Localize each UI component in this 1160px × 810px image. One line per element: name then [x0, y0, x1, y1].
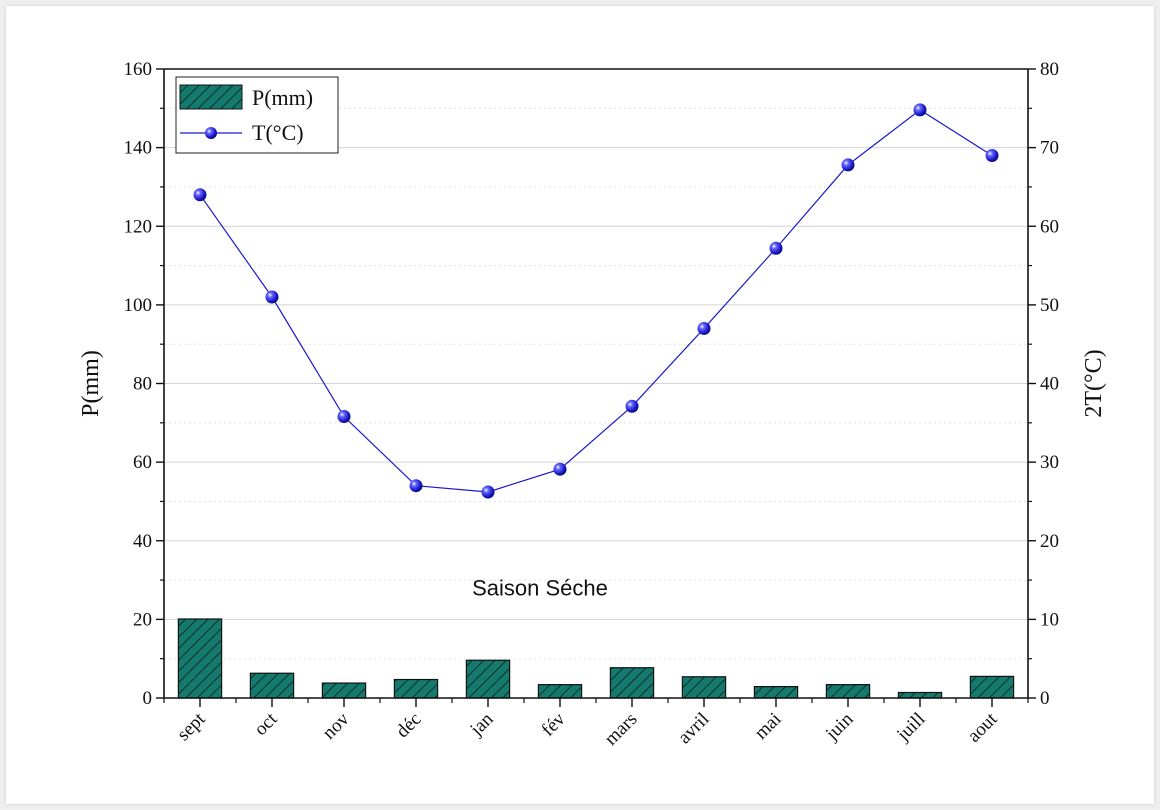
- x-tick-label-mars: mars: [601, 709, 642, 750]
- y-tick-label-right: 40: [1040, 374, 1059, 395]
- y-tick-label-left: 160: [124, 59, 153, 80]
- y-tick-label-right: 10: [1040, 609, 1059, 630]
- bar-sept: [177, 618, 223, 699]
- temperature-point-déc: [409, 479, 423, 493]
- legend: P(mm) T(°C): [175, 76, 339, 154]
- y-tick-label-left: 100: [124, 295, 153, 316]
- temperature-line: [199, 109, 993, 493]
- climate-chart: 0 20 40 60 80 100 120 140 160 0 10 20 30 40 50 60 70 80 se…: [78, 59, 1107, 750]
- bar-juill: [897, 691, 943, 699]
- temperature-point-jan: [481, 485, 495, 499]
- dry-season-annotation: Saison Séche: [472, 576, 608, 601]
- x-tick-label-juill: juill: [892, 709, 929, 746]
- bar-nov: [321, 682, 367, 699]
- y-tick-label-right: 70: [1040, 138, 1059, 159]
- temperature-point-fév: [553, 462, 567, 476]
- y-axis-title-left: P(mm): [78, 350, 104, 417]
- bar-mai: [753, 685, 799, 699]
- bar-oct: [249, 672, 295, 699]
- bar-avril: [681, 676, 727, 699]
- x-tick-label-déc: déc: [392, 709, 425, 742]
- legend-label-temperature: T(°C): [252, 120, 304, 145]
- y-tick-label-right: 80: [1040, 59, 1059, 80]
- y-axis-title-right: 2T(°C): [1081, 349, 1107, 417]
- x-tick-label-oct: oct: [250, 708, 282, 740]
- y-tick-label-right: 0: [1040, 688, 1050, 709]
- temperature-point-mars: [625, 399, 639, 413]
- x-tick-label-aout: aout: [964, 708, 1002, 746]
- y-tick-label-right: 30: [1040, 452, 1059, 473]
- y-tick-label-right: 60: [1040, 216, 1059, 237]
- y-tick-label-right: 50: [1040, 295, 1059, 316]
- temperature-point-oct: [265, 290, 279, 304]
- legend-marker-icon: [205, 127, 217, 139]
- x-tick-label-nov: nov: [319, 708, 354, 743]
- y-tick-label-left: 0: [143, 688, 153, 709]
- temperature-point-mai: [769, 241, 783, 255]
- x-tick-label-juin: juin: [821, 708, 858, 745]
- legend-label-precipitation: P(mm): [252, 85, 313, 110]
- y-tick-label-left: 80: [133, 374, 152, 395]
- x-tick-label-avril: avril: [674, 709, 713, 748]
- bar-fév: [537, 684, 583, 699]
- temperature-point-juill: [913, 103, 927, 117]
- temperature-point-nov: [337, 410, 351, 424]
- bar-juin: [825, 684, 871, 699]
- y-tick-label-left: 60: [133, 452, 152, 473]
- bar-mars: [609, 667, 655, 699]
- x-tick-label-mai: mai: [751, 709, 786, 744]
- x-tick-label-jan: jan: [466, 708, 498, 740]
- bar-aout: [969, 675, 1015, 699]
- y-tick-label-left: 140: [124, 138, 153, 159]
- x-tick-label-sept: sept: [173, 708, 210, 745]
- y-tick-label-left: 20: [133, 609, 152, 630]
- x-tick-label-fév: fév: [538, 708, 570, 740]
- temperature-point-juin: [841, 158, 855, 172]
- bar-déc: [393, 678, 439, 699]
- y-tick-label-left: 40: [133, 531, 152, 552]
- temperature-point-avril: [697, 321, 711, 335]
- temperature-point-aout: [985, 148, 999, 162]
- bar-jan: [465, 659, 511, 699]
- figure-frame: 0 20 40 60 80 100 120 140 160 0 10 20 30 40 50 60 70 80 se…: [6, 6, 1154, 804]
- y-tick-label-right: 20: [1040, 531, 1059, 552]
- y-tick-label-left: 120: [124, 216, 153, 237]
- temperature-point-sept: [193, 188, 207, 202]
- legend-bar-swatch: [179, 84, 243, 110]
